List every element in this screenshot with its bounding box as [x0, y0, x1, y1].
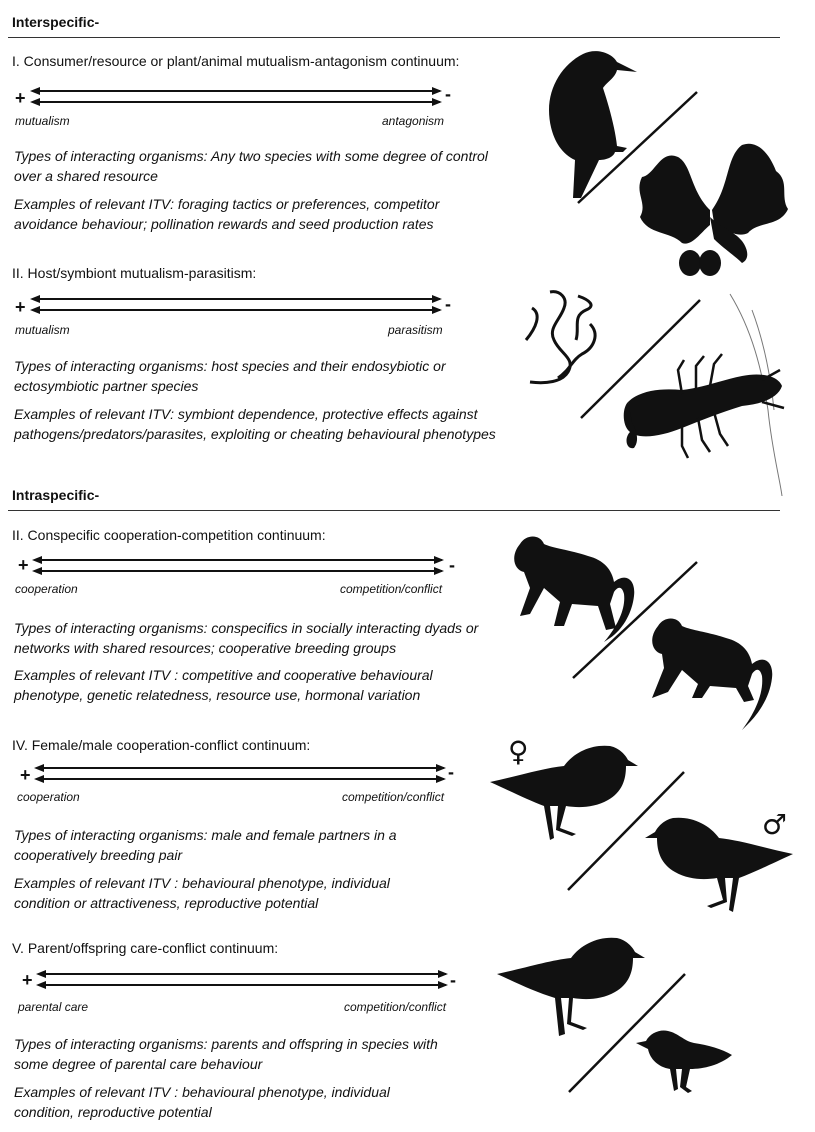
plover-chick-icon	[636, 1030, 732, 1093]
woodpecker-icon	[549, 51, 637, 198]
interacting-organisms-text: Types of interacting organisms: conspeci…	[14, 620, 479, 656]
monkey-icon	[514, 536, 635, 642]
continuum-right-label: competition/conflict	[344, 1000, 447, 1014]
minus-sign: -	[449, 555, 455, 575]
panel-heading-5: V. Parent/offspring care-conflict contin…	[12, 940, 279, 956]
diagonal-divider	[572, 561, 698, 679]
section-title-interspecific: Interspecific-	[12, 14, 100, 30]
continuum-right-label: competition/conflict	[342, 790, 445, 804]
relevant-itv-text: Examples of relevant ITV : behavioural p…	[14, 1084, 390, 1120]
monkey-icon	[652, 618, 773, 730]
continuum-left-label: mutualism	[15, 114, 70, 128]
plover-icon	[645, 817, 793, 912]
plus-sign: +	[22, 970, 33, 990]
section-title-intraspecific: Intraspecific-	[12, 487, 100, 503]
continuum-left-label: mutualism	[15, 323, 70, 337]
plus-sign: +	[15, 297, 26, 317]
minus-sign: -	[450, 970, 456, 990]
continuum-left-label: cooperation	[17, 790, 80, 804]
minus-sign: -	[448, 762, 454, 782]
interacting-organisms-text: Types of interacting organisms: Any two …	[14, 148, 488, 184]
diagonal-divider	[568, 973, 686, 1093]
section-divider	[8, 37, 780, 38]
female-symbol-icon: ♀	[508, 735, 529, 768]
crayfish-icon	[623, 293, 785, 497]
plover-adult-icon	[497, 937, 645, 1036]
male-symbol-icon: ♂	[762, 808, 788, 841]
double-arrow	[32, 556, 444, 575]
diagonal-divider	[580, 299, 701, 419]
double-arrow	[34, 764, 446, 783]
interacting-organisms-text: Types of interacting organisms: parents …	[14, 1036, 438, 1072]
interacting-organisms-text: Types of interacting organisms: male and…	[14, 827, 397, 863]
minus-sign: -	[445, 294, 451, 314]
worm-icon	[524, 290, 597, 385]
section-divider	[8, 510, 780, 511]
panel-heading-2: II. Host/symbiont mutualism-parasitism:	[12, 265, 257, 281]
relevant-itv-text: Examples of relevant ITV : behavioural p…	[14, 875, 390, 911]
double-arrow	[30, 295, 442, 314]
plus-sign: +	[18, 555, 29, 575]
panel-heading-1: I. Consumer/resource or plant/animal mut…	[12, 53, 460, 69]
relevant-itv-text: Examples of relevant ITV : competitive a…	[14, 667, 433, 703]
minus-sign: -	[445, 84, 451, 104]
continuum-left-label: cooperation	[15, 582, 78, 596]
relevant-itv-text: Examples of relevant ITV: symbiont depen…	[14, 406, 496, 442]
relevant-itv-text: Examples of relevant ITV: foraging tacti…	[14, 196, 440, 232]
plover-icon	[490, 745, 638, 840]
panel-heading-4: IV. Female/male cooperation-conflict con…	[12, 737, 311, 753]
double-arrow	[30, 87, 442, 106]
diagonal-divider	[577, 91, 698, 204]
panel-heading-3: II. Conspecific cooperation-competition …	[12, 527, 326, 543]
double-arrow	[36, 970, 448, 989]
continuum-right-label: antagonism	[382, 114, 445, 128]
continuum-right-label: competition/conflict	[340, 582, 443, 596]
interacting-organisms-text: Types of interacting organisms: host spe…	[14, 358, 446, 394]
plus-sign: +	[15, 88, 26, 108]
plus-sign: +	[20, 765, 31, 785]
continuum-left-label: parental care	[18, 1000, 89, 1014]
oak-leaves-icon	[639, 143, 788, 276]
diagonal-divider	[567, 771, 685, 891]
continuum-right-label: parasitism	[388, 323, 443, 337]
